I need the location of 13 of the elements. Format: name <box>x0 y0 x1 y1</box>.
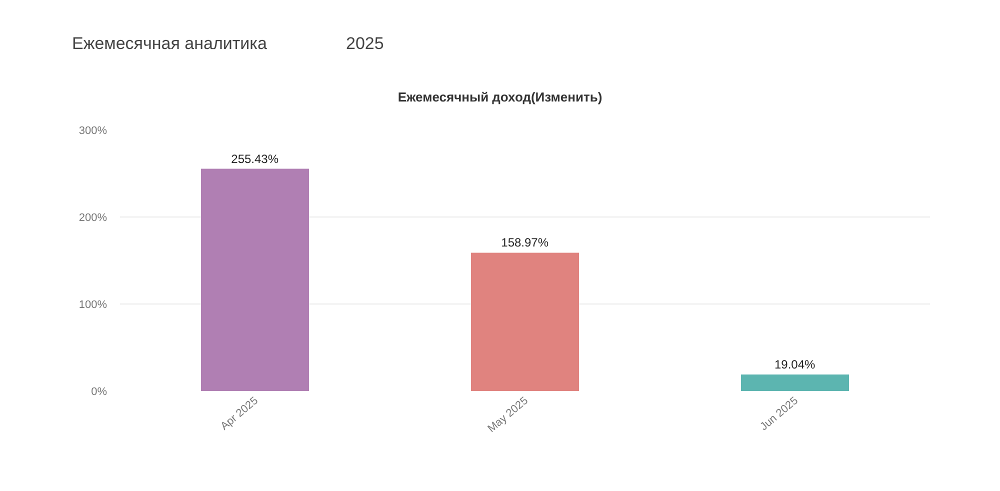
bar <box>741 374 849 391</box>
text: 2025 <box>346 34 384 53</box>
y-tick-label: 0% <box>91 386 108 398</box>
y-tick-label: 200% <box>78 212 108 224</box>
text: Ежемесячная аналитика <box>72 34 268 53</box>
data-label: 158.97% <box>501 236 549 250</box>
data-label: 19.04% <box>774 357 816 372</box>
bar <box>201 168 309 391</box>
chart-title: Ежемесячный доход(Изменить) <box>398 90 602 105</box>
data-label: 255.43% <box>231 152 279 166</box>
y-tick-label: 100% <box>78 298 108 311</box>
bar <box>471 252 579 391</box>
y-tick-label: 300% <box>78 124 108 137</box>
